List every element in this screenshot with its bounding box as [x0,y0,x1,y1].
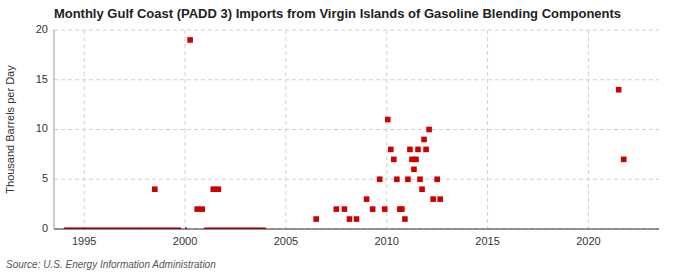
data-point [370,206,376,212]
x-tick-label: 2010 [375,235,399,247]
data-point [342,206,348,212]
y-grid-line [54,30,659,31]
y-grid-line [54,229,659,230]
data-point [437,196,443,202]
x-grid-line [185,30,186,229]
y-axis-label: Thousand Barrels per Day [4,65,16,194]
y-tick-label: 5 [42,172,48,184]
x-tick-label: 2015 [475,235,499,247]
x-tick-label: 2000 [173,235,197,247]
data-point [415,147,421,153]
data-point [377,176,383,182]
x-axis [54,229,659,230]
data-point [334,206,340,212]
grid [54,30,659,229]
y-grid-line [54,179,659,180]
y-tick-label: 20 [36,23,48,35]
y-tick-label: 15 [36,73,48,85]
data-point [421,137,427,143]
data-point [407,147,413,153]
data-point [216,186,222,192]
zero-line [64,228,181,230]
data-point [419,186,425,192]
data-point [347,216,353,222]
zero-line [185,228,187,230]
x-grid-line [386,30,387,229]
chart: 0 5 10 15 20 1995 2000 2005 2010 2015 2020 Monthly … [0,0,675,275]
data-point [434,176,440,182]
data-point [417,176,423,182]
data-point [411,167,417,173]
x-tick-label: 2020 [576,235,600,247]
x-grid-line [84,30,85,229]
data-point [211,186,217,192]
data-point [187,37,193,43]
y-tick-label: 10 [36,122,48,134]
y-axis [54,30,55,229]
data-point [423,147,429,153]
data-point [364,196,370,202]
y-grid-line [54,129,659,130]
data-point [388,147,394,153]
data-point [152,186,158,192]
data-point [385,117,391,123]
zero-line [204,228,266,230]
data-point [199,206,205,212]
x-grid-line [487,30,488,229]
x-tick-label: 1995 [72,235,96,247]
data-point [426,127,432,133]
source-note: Source: U.S. Energy Information Administ… [6,259,216,270]
y-tick-label: 0 [42,222,48,234]
data-point [394,176,400,182]
axes: 0 5 10 15 20 1995 2000 2005 2010 2015 2020 [36,23,659,247]
data-point [382,206,388,212]
data-point [313,216,319,222]
data-point [616,87,622,93]
x-grid-line [588,30,589,229]
data-point [354,216,360,222]
data-point [402,216,408,222]
data-point [430,196,436,202]
data-point [413,157,419,163]
x-tick-label: 2005 [274,235,298,247]
plot-area [64,37,626,229]
y-grid-line [54,79,659,80]
data-point [399,206,405,212]
data-point [405,176,411,182]
x-grid-line [285,30,286,229]
data-point [391,157,397,163]
data-point [194,206,200,212]
title: Monthly Gulf Coast (PADD 3) Imports from… [54,6,621,21]
data-point [621,157,627,163]
